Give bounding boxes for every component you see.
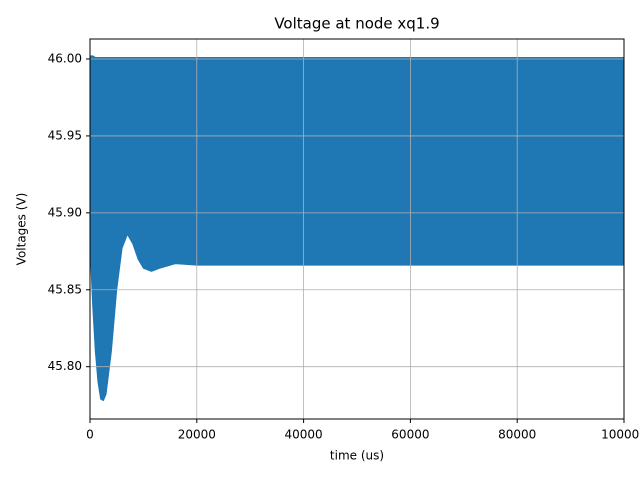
x-tick-label: 0 xyxy=(86,428,94,442)
y-tick-label: 45.95 xyxy=(48,128,82,142)
x-axis-label: time (us) xyxy=(330,449,384,463)
x-tick-label: 40000 xyxy=(285,428,323,442)
y-tick-label: 46.00 xyxy=(48,52,82,66)
x-tick-label: 80000 xyxy=(498,428,536,442)
x-tick-label: 100000 xyxy=(601,428,640,442)
y-tick-label: 45.90 xyxy=(48,205,82,219)
voltage-band xyxy=(89,55,625,402)
y-tick-label: 45.80 xyxy=(48,359,82,373)
chart-title: Voltage at node xq1.9 xyxy=(274,15,439,33)
x-tick-label: 20000 xyxy=(178,428,216,442)
y-tick-label: 45.85 xyxy=(48,282,82,296)
plot-frame xyxy=(89,38,625,420)
y-axis-label: Voltages (V) xyxy=(15,193,29,266)
x-tick-label: 60000 xyxy=(391,428,429,442)
